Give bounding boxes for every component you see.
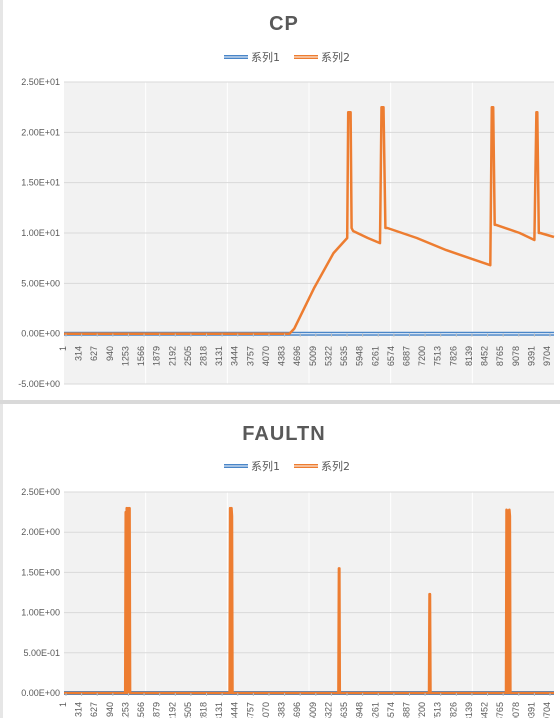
x-tick-label: 314 (74, 346, 84, 361)
chart-cp: CP 系列1 系列2 2.50E+01 2.00E+01 1.50E+01 1.00E+01… (18, 13, 555, 389)
x-tick-label: 6261 (370, 702, 380, 718)
legend-label-series1: 系列1 (251, 459, 280, 473)
legend-label-series2: 系列2 (321, 50, 350, 64)
x-tick-label: 9391 (526, 702, 536, 718)
x-tick-label: 7826 (448, 346, 458, 366)
x-tick-label: 6574 (386, 702, 396, 718)
x-tick-label: 5948 (355, 702, 365, 718)
x-tick-label: 4696 (292, 702, 302, 718)
x-tick-label: 1566 (136, 702, 146, 718)
x-tick-label: 3444 (230, 702, 240, 718)
y-tick-label: 1.00E+00 (21, 608, 60, 618)
x-tick-label: 4383 (277, 346, 287, 366)
x-tick-label: 2818 (199, 346, 209, 366)
x-tick-label: 2505 (183, 346, 193, 366)
x-tick-label: 7200 (417, 346, 427, 366)
y-tick-label: 2.00E+01 (21, 127, 60, 137)
x-tick-label: 3757 (245, 702, 255, 718)
chart-title: FAULTN (242, 423, 325, 445)
x-tick-label: 1 (58, 346, 68, 351)
x-tick-label: 7513 (433, 702, 443, 718)
x-tick-label: 2192 (167, 346, 177, 366)
x-tick-label: 1 (58, 702, 68, 707)
x-tick-label: 8765 (495, 702, 505, 718)
y-tick-label: 5.00E+00 (21, 278, 60, 288)
x-tick-label: 1879 (152, 346, 162, 366)
x-tick-label: 4696 (292, 346, 302, 366)
x-tick-label: 1253 (121, 702, 131, 718)
chart-legend: 系列1 系列2 (224, 50, 350, 64)
sheet-left-rule (0, 404, 3, 718)
x-tick-label: 5635 (339, 702, 349, 718)
x-tick-label: 3131 (214, 702, 224, 718)
y-tick-label: 1.50E+00 (21, 567, 60, 577)
y-tick-label: 2.50E+01 (21, 77, 60, 87)
chart-legend: 系列1 系列2 (224, 459, 350, 473)
x-tick-label: 6574 (386, 346, 396, 366)
chart-title: CP (269, 13, 299, 35)
x-tick-label: 9391 (526, 346, 536, 366)
x-tick-label: 9078 (511, 346, 521, 366)
x-tick-label: 8765 (495, 346, 505, 366)
y-tick-label: 1.00E+01 (21, 228, 60, 238)
legend-label-series1: 系列1 (251, 50, 280, 64)
x-tick-label: 9078 (511, 702, 521, 718)
x-tick-label: 7826 (448, 702, 458, 718)
x-tick-label: 8139 (464, 346, 474, 366)
sheet-left-rule (0, 0, 3, 400)
x-tick-label: 5009 (308, 346, 318, 366)
x-tick-label: 627 (89, 702, 99, 717)
x-tick-label: 9704 (542, 346, 552, 366)
legend-label-series2: 系列2 (321, 459, 350, 473)
x-tick-label: 1253 (121, 346, 131, 366)
x-tick-label: 8139 (464, 702, 474, 718)
x-tick-label: 1566 (136, 346, 146, 366)
x-tick-label: 7200 (417, 702, 427, 718)
x-tick-label: 940 (105, 702, 115, 717)
x-tick-label: 2505 (183, 702, 193, 718)
x-tick-label: 4383 (277, 702, 287, 718)
x-tick-label: 4070 (261, 346, 271, 366)
x-tick-label: 5322 (323, 346, 333, 366)
y-tick-label: 0.00E+00 (21, 688, 60, 698)
chart-faultn: FAULTN 系列1 系列2 2.50E+00 2.00E+00 1.50E+00 1.00… (21, 423, 554, 718)
x-tick-label: 2818 (199, 702, 209, 718)
x-tick-label: 6261 (370, 346, 380, 366)
chart-panel-faultn: FAULTN 系列1 系列2 2.50E+00 2.00E+00 1.50E+00 1.00… (0, 404, 560, 718)
x-tick-label: 940 (105, 346, 115, 361)
x-tick-label: 7513 (433, 346, 443, 366)
y-tick-label: 2.00E+00 (21, 527, 60, 537)
x-tick-label: 8452 (480, 346, 490, 366)
x-tick-label: 5322 (323, 702, 333, 718)
y-tick-label: -5.00E+00 (18, 379, 60, 389)
x-tick-label: 2192 (167, 702, 177, 718)
x-tick-label: 627 (89, 346, 99, 361)
x-tick-label: 1879 (152, 702, 162, 718)
x-tick-label: 9704 (542, 702, 552, 718)
y-tick-label: 5.00E-01 (23, 648, 60, 658)
y-tick-label: 1.50E+01 (21, 178, 60, 188)
x-tick-label: 4070 (261, 702, 271, 718)
y-tick-label: 0.00E+00 (21, 329, 60, 339)
x-tick-label: 3444 (230, 346, 240, 366)
x-tick-label: 3757 (245, 346, 255, 366)
x-tick-label: 314 (74, 702, 84, 717)
x-tick-label: 5009 (308, 702, 318, 718)
x-tick-label: 8452 (480, 702, 490, 718)
x-tick-label: 6887 (402, 346, 412, 366)
series-line-series2 (64, 506, 554, 695)
x-tick-label: 5635 (339, 346, 349, 366)
y-tick-label: 2.50E+00 (21, 487, 60, 497)
chart-panel-cp: CP 系列1 系列2 2.50E+01 2.00E+01 1.50E+01 1.00E+01… (0, 0, 555, 400)
x-tick-label: 5948 (355, 346, 365, 366)
x-tick-label: 6887 (402, 702, 412, 718)
series-line-series2 (64, 105, 555, 335)
x-tick-label: 3131 (214, 346, 224, 366)
chart-separator (0, 400, 560, 404)
